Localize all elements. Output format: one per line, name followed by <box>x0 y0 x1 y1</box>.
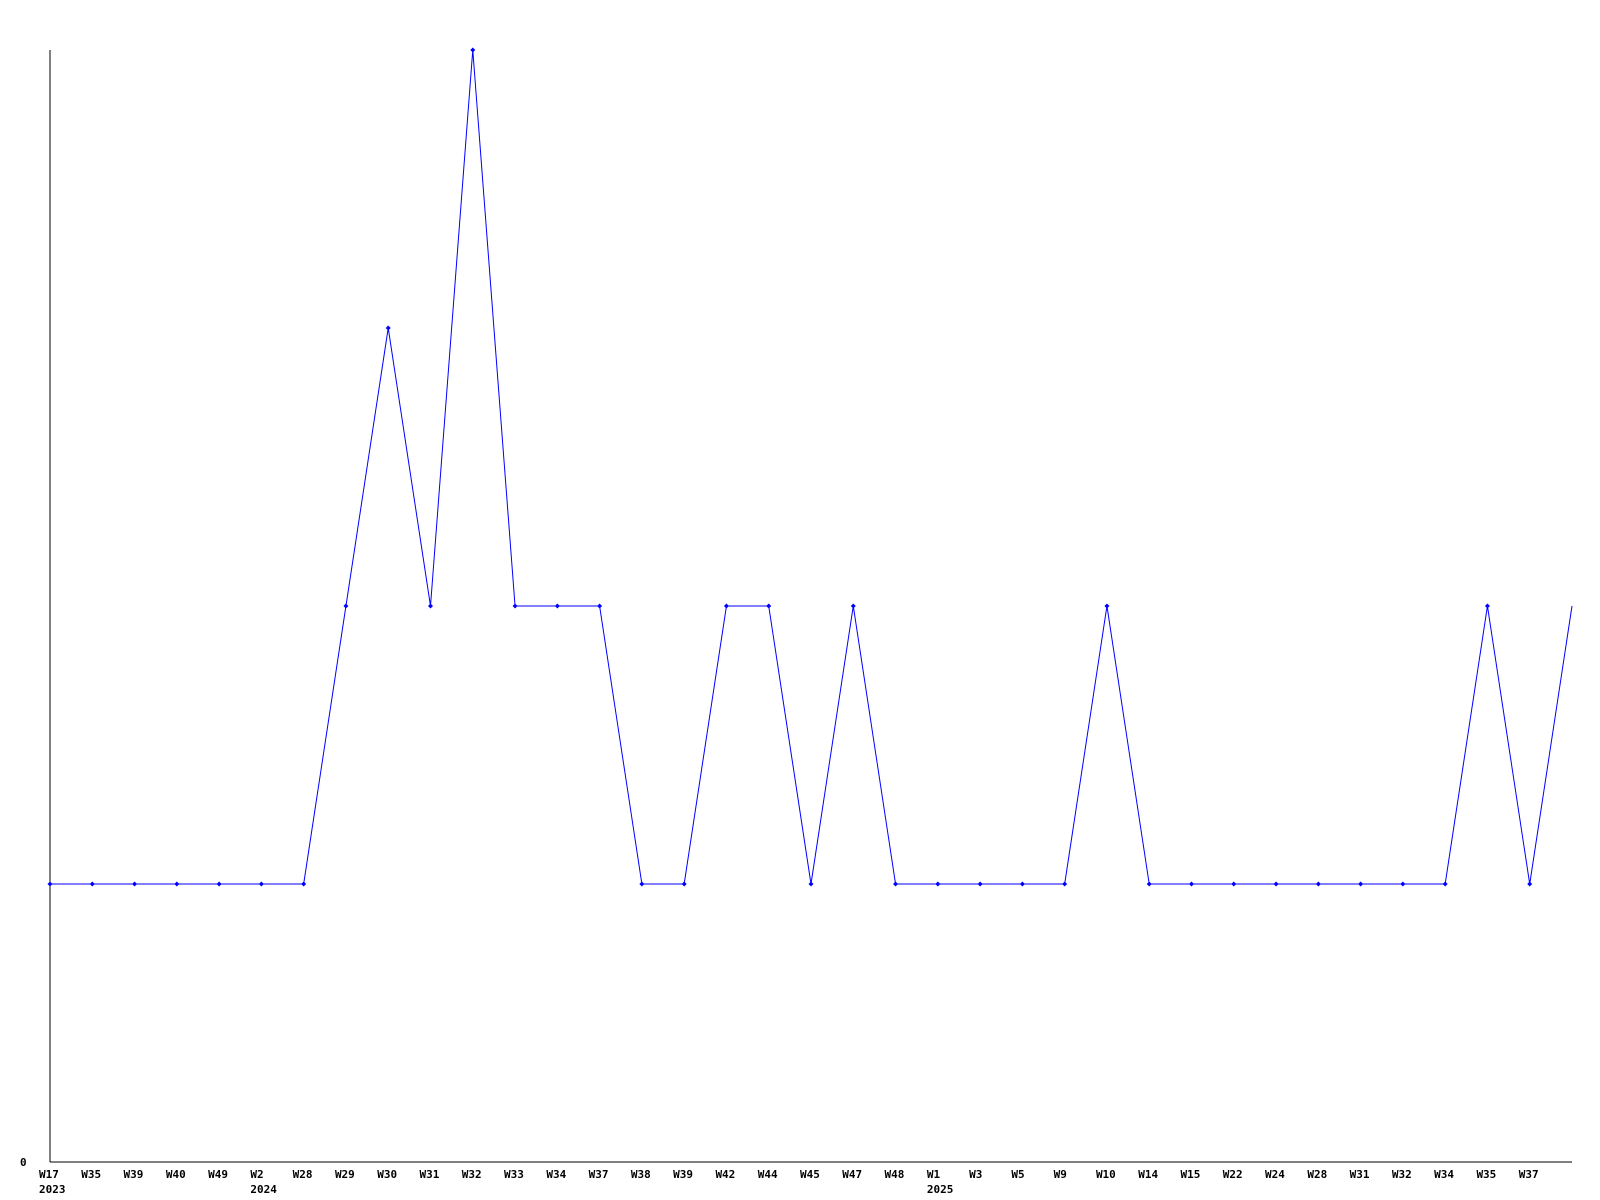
x-tick-label: W15 <box>1181 1168 1201 1181</box>
x-tick-label: W42 <box>715 1168 735 1181</box>
x-tick-label: W3 <box>969 1168 982 1181</box>
x-tick-label: W40 <box>166 1168 186 1181</box>
x-tick-label: W32 <box>1392 1168 1412 1181</box>
data-point <box>1484 603 1490 609</box>
data-point <box>893 881 899 887</box>
x-tick-label: W48 <box>885 1168 905 1181</box>
x-tick-label: W32 <box>462 1168 482 1181</box>
x-tick-label: W2 <box>250 1168 263 1181</box>
data-point <box>1146 881 1152 887</box>
x-tick-label: W9 <box>1054 1168 1067 1181</box>
x-tick-label: W33 <box>504 1168 524 1181</box>
data-point <box>935 881 941 887</box>
x-tick-label: W45 <box>800 1168 820 1181</box>
data-point <box>343 603 349 609</box>
x-tick-label: W34 <box>1434 1168 1454 1181</box>
data-point <box>132 881 138 887</box>
data-point <box>850 603 856 609</box>
x-tick-label: W44 <box>758 1168 778 1181</box>
x-tick-label: W10 <box>1096 1168 1116 1181</box>
data-point <box>597 603 603 609</box>
x-tick-label: W31 <box>420 1168 440 1181</box>
x-tick-label: W37 <box>1519 1168 1539 1181</box>
data-point <box>89 881 95 887</box>
data-point <box>808 881 814 887</box>
x-tick-label: W47 <box>842 1168 862 1181</box>
x-tick-label: W29 <box>335 1168 355 1181</box>
data-point <box>258 881 264 887</box>
x-tick-label: W39 <box>673 1168 693 1181</box>
data-point <box>639 881 645 887</box>
data-point <box>216 881 222 887</box>
data-point <box>1104 603 1110 609</box>
x-tick-label: W34 <box>546 1168 566 1181</box>
data-point <box>1189 881 1194 887</box>
x-tick-label: W39 <box>124 1168 144 1181</box>
x-tick-label: W14 <box>1138 1168 1158 1181</box>
data-point <box>1400 881 1406 887</box>
data-point <box>47 881 53 887</box>
data-point <box>385 325 391 331</box>
series-line <box>50 49 1573 885</box>
data-point <box>1062 881 1068 887</box>
y-tick-label-0: 0 <box>20 1156 27 1169</box>
data-point <box>428 603 433 609</box>
x-tick-label: W30 <box>377 1168 397 1181</box>
x-tick-label: W35 <box>1476 1168 1496 1181</box>
x-tick-label: W5 <box>1011 1168 1024 1181</box>
x-tick-label: W38 <box>631 1168 651 1181</box>
data-point <box>174 881 180 887</box>
data-point <box>1442 881 1448 887</box>
data-point <box>1273 881 1279 887</box>
x-tick-label: W1 <box>927 1168 941 1181</box>
x-tick-label: W22 <box>1223 1168 1243 1181</box>
data-point <box>1315 881 1321 887</box>
data-point <box>1527 881 1533 887</box>
x-tick-label: W17 <box>39 1168 59 1181</box>
data-point <box>554 603 560 609</box>
x-tick-label: W37 <box>589 1168 609 1181</box>
data-point <box>470 47 476 53</box>
x-tick-label: W28 <box>1307 1168 1327 1181</box>
year-label: 2023 <box>39 1183 66 1196</box>
x-tick-label: W28 <box>293 1168 313 1181</box>
data-point <box>723 603 729 609</box>
data-point <box>512 603 518 609</box>
data-point <box>1231 881 1237 887</box>
data-point <box>301 881 307 887</box>
data-point <box>1358 881 1364 887</box>
data-point <box>766 603 772 609</box>
x-tick-label: W31 <box>1350 1168 1370 1181</box>
x-tick-label: W24 <box>1265 1168 1285 1181</box>
data-point <box>977 881 983 887</box>
x-tick-label: W35 <box>81 1168 101 1181</box>
year-label: 2025 <box>927 1183 954 1196</box>
x-tick-label: W49 <box>208 1168 228 1181</box>
data-point <box>681 881 687 887</box>
year-label: 2024 <box>250 1183 277 1196</box>
data-point <box>1019 881 1025 887</box>
